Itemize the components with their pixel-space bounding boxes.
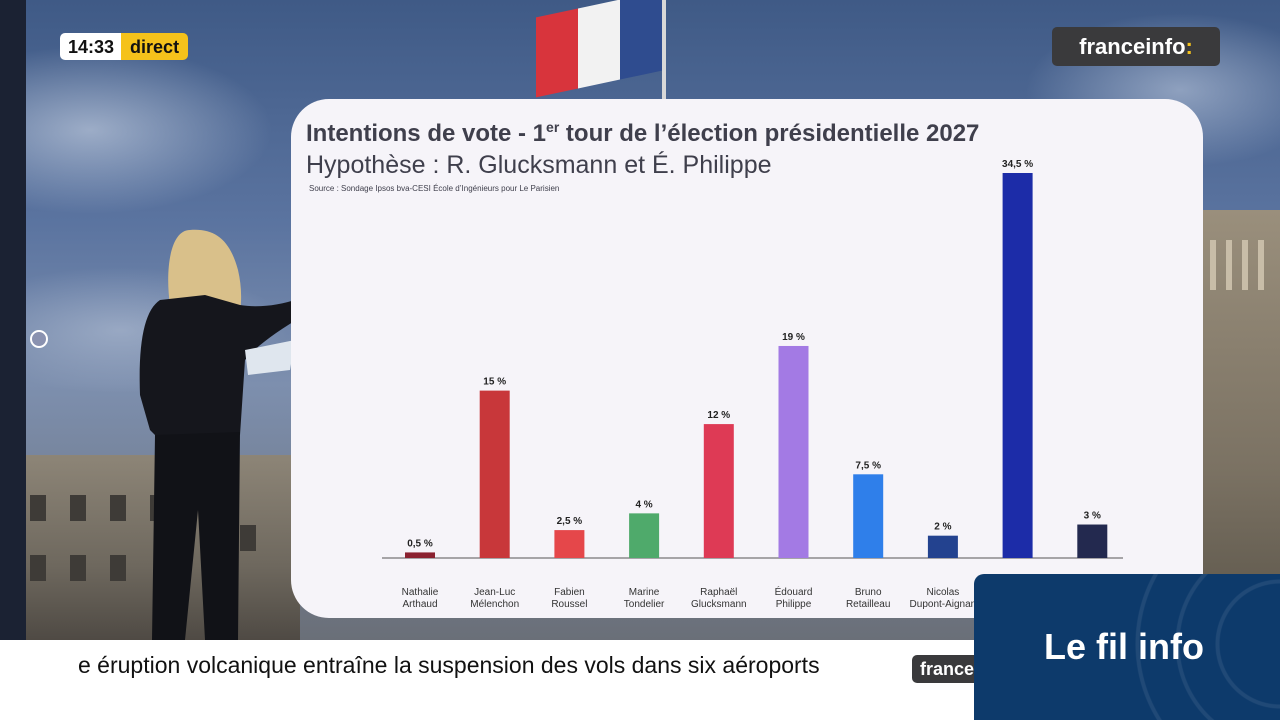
category-label: Retailleau bbox=[846, 599, 890, 610]
bar bbox=[1077, 524, 1108, 558]
bar-value-label: 3 % bbox=[1084, 511, 1101, 522]
fil-info-box: Le fil info bbox=[974, 574, 1280, 720]
bar-value-label: 4 % bbox=[635, 499, 652, 510]
bar bbox=[778, 345, 809, 558]
french-flag bbox=[536, 0, 662, 98]
category-label: Nathalie bbox=[402, 587, 439, 598]
bar bbox=[927, 535, 958, 558]
chart-title: Intentions de vote - 1er tour de l’élect… bbox=[306, 119, 980, 147]
category-label: Nicolas bbox=[927, 587, 960, 598]
category-label: Mélenchon bbox=[470, 599, 519, 610]
bar-value-label: 12 % bbox=[707, 410, 730, 421]
bar bbox=[405, 552, 435, 558]
fil-info-label: Le fil info bbox=[1044, 626, 1204, 667]
ticker-headline: e éruption volcanique entraîne la suspen… bbox=[78, 652, 820, 678]
bar-value-label: 2 % bbox=[934, 522, 951, 533]
chart-source: Source : Sondage Ipsos bva-CESI École d’… bbox=[309, 184, 560, 193]
flagpole bbox=[662, 0, 666, 100]
bar-value-label: 7,5 % bbox=[855, 460, 881, 471]
bar-value-label: 19 % bbox=[782, 332, 805, 343]
chart-panel: Intentions de vote - 1er tour de l’élect… bbox=[291, 99, 1203, 618]
live-label: direct bbox=[121, 33, 189, 60]
clock-time: 14:33 bbox=[60, 33, 122, 60]
bar bbox=[479, 390, 510, 558]
bar bbox=[853, 474, 884, 558]
category-label: Édouard bbox=[775, 585, 813, 598]
category-label: Raphaël bbox=[700, 587, 737, 598]
category-label: Tondelier bbox=[624, 599, 665, 610]
category-label: Arthaud bbox=[402, 599, 437, 610]
category-label: Philippe bbox=[776, 599, 812, 610]
category-label: Dupont-Aignan bbox=[910, 599, 977, 610]
category-label: Marine bbox=[629, 587, 660, 598]
ticker-logo: franceinfo bbox=[912, 655, 982, 683]
bar-value-label: 15 % bbox=[483, 377, 506, 388]
side-dot-icon bbox=[30, 330, 48, 348]
franceinfo-logo: franceinfo: bbox=[1052, 27, 1220, 66]
category-label: Jean-Luc bbox=[474, 587, 515, 598]
category-label: Glucksmann bbox=[691, 599, 747, 610]
chart-subtitle: Hypothèse : R. Glucksmann et É. Philippe bbox=[306, 151, 772, 179]
category-label: Bruno bbox=[855, 587, 882, 598]
live-clock-badge: 14:33 direct bbox=[60, 33, 189, 60]
category-label: Fabien bbox=[554, 587, 585, 598]
bar bbox=[703, 424, 734, 558]
bar bbox=[1002, 173, 1033, 558]
bar bbox=[629, 513, 660, 558]
bar-value-label: 34,5 % bbox=[1002, 159, 1033, 170]
left-frame-strip bbox=[0, 0, 26, 640]
category-label: Roussel bbox=[551, 599, 587, 610]
bar-value-label: 2,5 % bbox=[557, 516, 583, 527]
building-right bbox=[1200, 210, 1280, 640]
bar bbox=[554, 530, 585, 558]
bar-value-label: 0,5 % bbox=[407, 538, 433, 549]
